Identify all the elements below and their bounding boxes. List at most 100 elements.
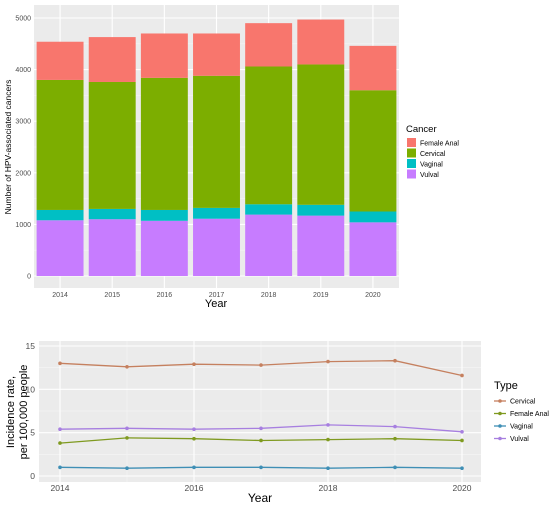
line-point-vaginal xyxy=(125,466,129,471)
line-point-female-anal xyxy=(326,437,330,442)
bar-segment-vaginal xyxy=(88,208,136,220)
line-legend-key-point xyxy=(498,399,502,403)
line-y-tick-label: 0 xyxy=(30,471,35,481)
bar-segment-vaginal xyxy=(349,211,397,223)
bar-legend-key xyxy=(407,169,416,179)
bar-segment-vaginal xyxy=(297,204,345,216)
line-point-female-anal xyxy=(259,438,263,443)
line-point-cervical xyxy=(326,359,330,364)
bar-y-tick-label: 0 xyxy=(27,274,31,281)
bar-segment-vulval xyxy=(36,220,84,276)
bar-legend-key xyxy=(407,159,416,168)
bar-segment-female-anal xyxy=(245,23,293,67)
line-point-female-anal xyxy=(393,436,397,441)
bar-segment-cervical xyxy=(349,90,397,212)
bar-x-tick-labels: 2014 2015 2016 2017 2018 2019 2020 xyxy=(52,292,381,299)
line-point-cervical xyxy=(393,358,397,363)
bar-segment-vulval xyxy=(88,219,136,276)
line-point-vulval xyxy=(393,424,397,429)
line-point-vaginal xyxy=(192,465,196,470)
line-point-cervical xyxy=(259,363,263,367)
line-legend-label: Vaginal xyxy=(510,424,533,431)
bar-y-tick-label: 4000 xyxy=(15,67,31,74)
line-point-vaginal xyxy=(460,466,464,471)
bar-segment-vulval xyxy=(297,215,345,276)
line-point-vulval xyxy=(58,427,62,432)
line-x-tick-label: 2020 xyxy=(453,483,472,493)
line-x-tick-labels: 2014 2016 2018 2020 xyxy=(51,483,472,493)
line-legend-key-point xyxy=(498,411,502,416)
bar-segment-cervical xyxy=(193,75,240,208)
line-x-tick-label: 2014 xyxy=(51,483,70,493)
line-point-vaginal xyxy=(259,465,263,470)
bar-segment-vaginal xyxy=(36,209,84,221)
line-panel-background xyxy=(39,341,481,482)
bar-segment-female-anal xyxy=(140,33,188,78)
line-point-cervical xyxy=(58,361,62,366)
bar-segment-cervical xyxy=(88,81,136,209)
line-point-female-anal xyxy=(460,438,464,443)
bar-x-tick-label: 2017 xyxy=(209,292,225,299)
bar-segment-female-anal xyxy=(36,41,84,80)
line-y-tick-labels: 0 5 10 15 xyxy=(26,341,36,481)
line-legend-label: Female Anal xyxy=(510,411,549,418)
line-y-axis-title-line2: per 100,000 people xyxy=(18,365,30,460)
bar-x-tick-label: 2019 xyxy=(313,292,329,299)
line-y-tick-label: 15 xyxy=(26,341,36,351)
bar-legend-label: Vulval xyxy=(420,172,439,179)
bar-legend-title: Cancer xyxy=(406,124,437,135)
bar-segment-female-anal xyxy=(193,33,240,76)
line-x-tick-label: 2018 xyxy=(319,483,338,493)
bar-x-tick-label: 2020 xyxy=(365,292,381,299)
bar-segment-vaginal xyxy=(245,204,293,215)
bar-y-tick-label: 2000 xyxy=(15,170,31,177)
bar-x-tick-label: 2018 xyxy=(261,292,277,299)
bar-x-axis-title: Year xyxy=(205,298,228,310)
line-y-axis-title-line1: Incidence rate, xyxy=(5,376,17,448)
bar-segment-vulval xyxy=(349,222,397,276)
bar-y-tick-label: 1000 xyxy=(15,222,31,229)
bar-y-tick-labels: 0 1000 2000 3000 4000 5000 xyxy=(15,16,31,281)
bar-y-tick-label: 5000 xyxy=(15,16,31,23)
bar-x-tick-label: 2015 xyxy=(104,292,120,299)
line-y-tick-label: 5 xyxy=(30,428,35,438)
bar-segment-cervical xyxy=(36,79,84,210)
line-y-tick-label: 10 xyxy=(26,384,36,394)
bar-segment-vulval xyxy=(140,220,188,276)
line-x-tick-label: 2016 xyxy=(185,483,204,493)
line-point-vulval xyxy=(259,426,263,431)
line-legend-label: Vulval xyxy=(510,436,529,443)
line-point-female-anal xyxy=(192,436,196,441)
line-point-cervical xyxy=(460,373,464,378)
bar-legend-label: Cervical xyxy=(420,151,446,158)
line-point-vaginal xyxy=(58,465,62,470)
bar-segment-vaginal xyxy=(140,209,188,221)
bar-segment-female-anal xyxy=(88,37,136,82)
bar-legend-key xyxy=(407,148,416,158)
bar-segment-female-anal xyxy=(297,19,345,65)
line-point-female-anal xyxy=(125,436,129,440)
bar-x-tick-label: 2016 xyxy=(157,292,173,299)
bar-legend-label: Female Anal xyxy=(420,141,459,148)
bar-segment-cervical xyxy=(245,66,293,205)
bar-legend-key xyxy=(407,138,416,147)
line-point-cervical xyxy=(125,365,129,369)
line-point-vaginal xyxy=(393,465,397,470)
bar-legend: Cancer Female Anal Cervical Vaginal Vulval xyxy=(406,124,459,179)
line-point-vulval xyxy=(460,430,464,434)
line-marks xyxy=(58,358,464,471)
line-point-vaginal xyxy=(326,466,330,471)
line-legend: Type Cervical Female Anal Vaginal Vulval xyxy=(494,380,549,443)
line-legend-label: Cervical xyxy=(510,399,536,406)
bar-y-axis-title: Number of HPV-associated cancers xyxy=(3,80,13,215)
bar-y-tick-label: 3000 xyxy=(15,119,31,126)
bar-x-tick-label: 2014 xyxy=(52,292,68,299)
bar-segment-vulval xyxy=(245,214,293,276)
bar-segment-female-anal xyxy=(349,45,397,91)
line-x-axis-title: Year xyxy=(248,491,272,505)
bar-segment-vaginal xyxy=(193,207,240,219)
line-legend-key-point xyxy=(498,436,502,441)
line-point-female-anal xyxy=(58,441,62,445)
bar-segment-cervical xyxy=(297,64,345,205)
